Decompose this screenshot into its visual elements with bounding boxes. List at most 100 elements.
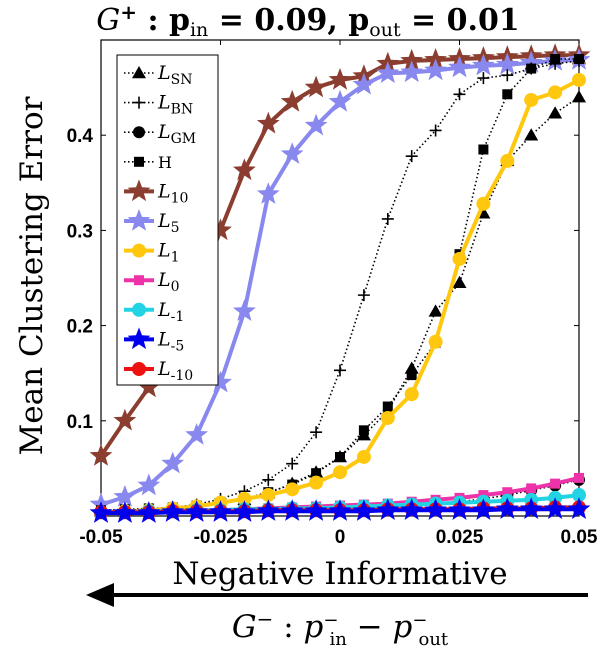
data-point: [478, 144, 489, 155]
data-point: [472, 498, 495, 520]
legend-marker: [133, 126, 145, 139]
legend-entry: L0: [124, 269, 180, 295]
data-point: [424, 58, 447, 81]
legend-entry: LBN: [124, 92, 193, 118]
series-L_5: [89, 48, 591, 515]
data-point: [501, 69, 514, 82]
legend-marker: [132, 243, 146, 258]
legend-label: L0: [157, 269, 180, 295]
legend-label: LBN: [157, 92, 193, 118]
data-point: [328, 68, 352, 90]
legend-label: L-1: [157, 299, 184, 325]
data-point: [185, 423, 208, 445]
data-point: [280, 499, 304, 521]
data-point: [526, 63, 537, 74]
data-point: [304, 499, 328, 521]
data-point: [357, 289, 370, 302]
data-point: [548, 106, 563, 119]
data-point: [448, 498, 471, 520]
data-point: [209, 500, 232, 522]
legend-label: LGM: [157, 121, 196, 147]
data-point: [572, 488, 586, 503]
y-axis-label: Mean Clustering Error: [14, 96, 50, 455]
data-point: [358, 425, 369, 436]
data-point: [237, 491, 252, 506]
data-point: [352, 499, 376, 521]
data-point: [209, 218, 232, 241]
x-tick-label: 0: [335, 527, 346, 548]
legend-entry: LSN: [124, 62, 192, 88]
data-point: [113, 501, 137, 523]
data-point: [567, 497, 591, 519]
data-point: [161, 500, 185, 522]
legend-entry: LGM: [124, 121, 196, 147]
data-point: [519, 50, 543, 73]
legend-entry: L-5: [124, 327, 184, 354]
data-point: [256, 182, 280, 204]
data-point: [209, 370, 232, 393]
data-point: [233, 299, 256, 321]
data-point: [477, 72, 490, 85]
data-point: [376, 61, 400, 83]
data-point: [428, 334, 443, 349]
data-point: [309, 475, 324, 490]
x-tick-label: 0.05: [561, 527, 598, 548]
data-point: [548, 85, 563, 100]
legend-label: L5: [157, 210, 180, 236]
y-tick-label: 0.3: [67, 221, 93, 242]
data-point: [328, 89, 352, 112]
legend-marker: [132, 66, 146, 79]
data-point: [448, 55, 471, 78]
data-point: [285, 482, 300, 497]
data-point: [429, 124, 442, 137]
data-point: [137, 375, 161, 398]
legend-label: L-10: [157, 358, 193, 384]
data-point: [424, 498, 447, 520]
data-point: [262, 473, 275, 486]
data-point: [524, 92, 539, 107]
x-tick-label: -0.05: [79, 527, 123, 548]
data-point: [550, 478, 561, 489]
series-layer: [89, 43, 591, 523]
legend-entry: L-10: [124, 358, 193, 384]
data-point: [476, 196, 491, 211]
data-point: [400, 60, 424, 83]
data-point: [280, 142, 304, 164]
data-point: [310, 426, 323, 439]
data-point: [328, 499, 352, 521]
data-point: [574, 54, 584, 65]
data-point: [495, 497, 519, 519]
legend: LSN LBN LGM H L10 L5 L1 L0 L-1 L-5 L-10: [116, 54, 219, 386]
data-point: [335, 451, 345, 462]
legend-entry: L-1: [124, 299, 184, 325]
legend-label: H: [158, 153, 172, 172]
data-point: [334, 364, 346, 377]
legend-label: L1: [157, 240, 180, 266]
legend-entry: H: [124, 153, 172, 172]
data-point: [185, 500, 208, 522]
data-point: [400, 48, 424, 71]
data-point: [286, 457, 299, 470]
data-point: [280, 89, 304, 112]
x-tick-label: -0.025: [194, 527, 248, 548]
legend-entry: L5: [124, 209, 180, 236]
data-point: [526, 483, 537, 494]
data-point: [333, 465, 347, 480]
legend-label: L10: [157, 180, 188, 206]
data-point: [137, 501, 161, 523]
data-point: [428, 304, 443, 317]
data-point: [404, 387, 419, 402]
y-tick-label: 0.2: [67, 317, 93, 338]
data-point: [113, 485, 137, 507]
chart-title: G+ : pin = 0.09, pout = 0.01: [96, 0, 519, 41]
data-point: [572, 72, 586, 87]
data-point: [472, 53, 495, 76]
data-point: [524, 128, 539, 141]
data-point: [452, 275, 467, 289]
data-point: [572, 90, 586, 103]
data-point: [400, 498, 424, 520]
data-point: [352, 72, 376, 95]
legend-marker: [133, 96, 145, 109]
data-point: [376, 498, 400, 520]
